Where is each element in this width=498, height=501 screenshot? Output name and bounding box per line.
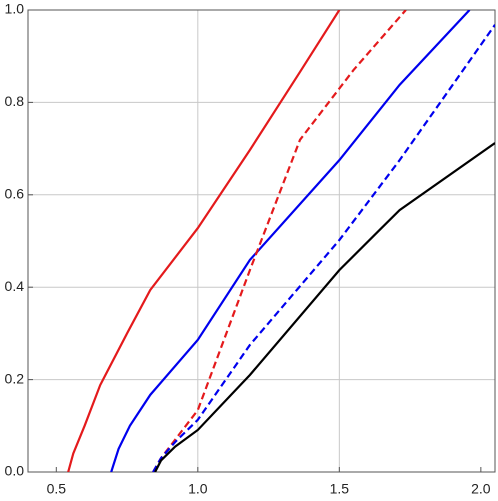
x-tick-label: 1.5: [330, 481, 350, 497]
series-line: [152, 24, 495, 472]
series-line: [154, 142, 495, 472]
plot-frame: [27, 9, 496, 473]
y-tick-label: 1.0: [5, 1, 25, 17]
y-tick-label: 0.0: [5, 463, 25, 479]
y-tick-label: 0.4: [5, 278, 25, 294]
x-tick-label: 2.0: [471, 481, 491, 497]
y-tick-label: 0.8: [5, 93, 25, 109]
y-tick-label: 0.2: [5, 370, 25, 386]
y-tick-label: 0.6: [5, 186, 25, 202]
series-line: [67, 10, 341, 472]
series-line: [110, 10, 471, 472]
x-tick-label: 1.0: [188, 481, 208, 497]
x-tick-label: 0.5: [47, 481, 67, 497]
